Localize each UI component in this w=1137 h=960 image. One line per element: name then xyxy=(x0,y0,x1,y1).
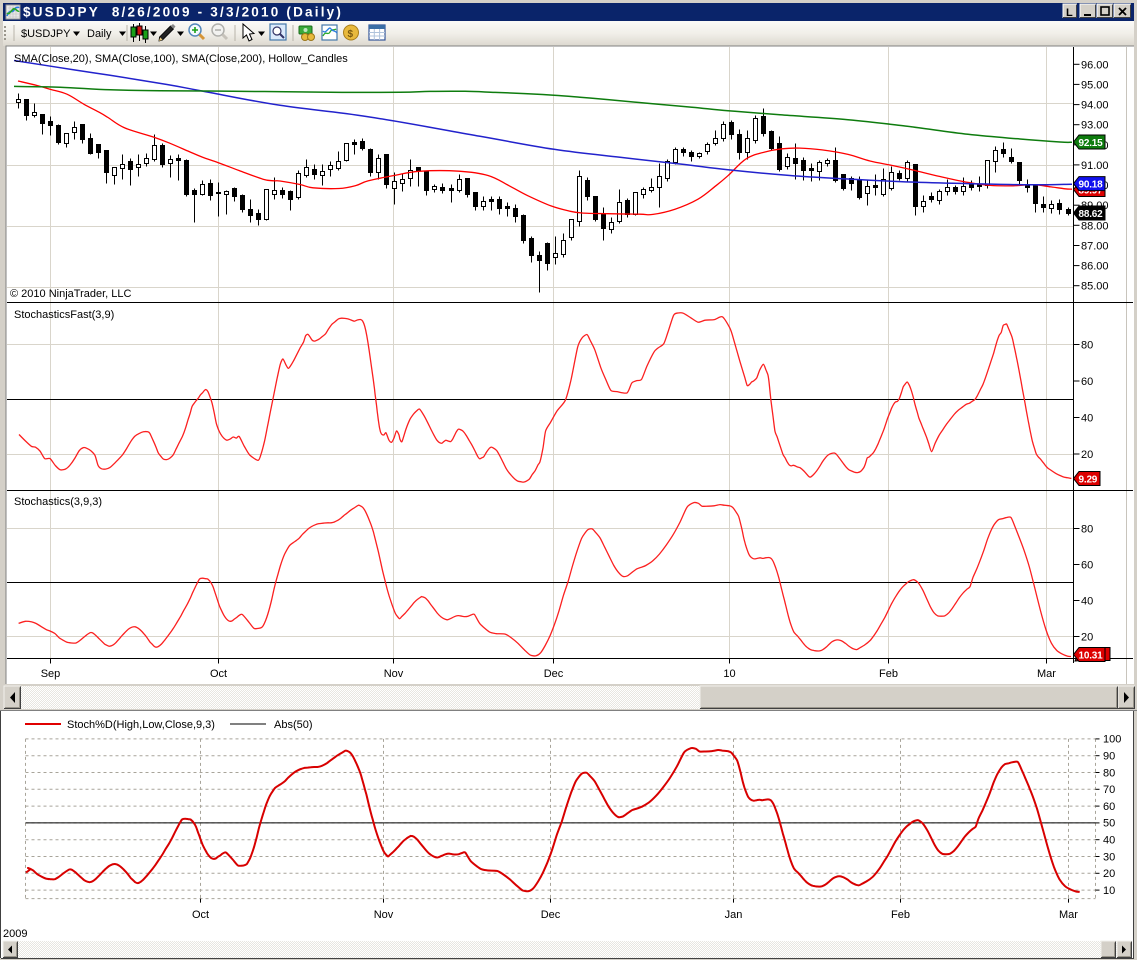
svg-text:30: 30 xyxy=(1103,851,1115,863)
svg-text:70: 70 xyxy=(1103,784,1115,796)
svg-text:95.00: 95.00 xyxy=(1081,79,1109,91)
svg-text:Mar: Mar xyxy=(1059,909,1078,921)
svg-text:2009: 2009 xyxy=(3,928,27,940)
svg-text:90: 90 xyxy=(1103,751,1115,763)
svg-text:Oct: Oct xyxy=(210,668,227,680)
svg-text:Dec: Dec xyxy=(544,668,564,680)
svg-text:80: 80 xyxy=(1081,524,1093,536)
svg-text:80: 80 xyxy=(1081,340,1093,352)
svg-text:20: 20 xyxy=(1103,868,1115,880)
svg-text:Feb: Feb xyxy=(879,668,898,680)
svg-text:$USDJPY: $USDJPY xyxy=(21,28,71,40)
svg-text:96.00: 96.00 xyxy=(1081,59,1109,71)
svg-text:Abs(50): Abs(50) xyxy=(274,719,313,731)
svg-text:10: 10 xyxy=(723,668,735,680)
svg-text:Nov: Nov xyxy=(374,909,394,921)
svg-text:40: 40 xyxy=(1103,835,1115,847)
svg-text:60: 60 xyxy=(1081,560,1093,572)
svg-text:60: 60 xyxy=(1081,376,1093,388)
svg-text:87.00: 87.00 xyxy=(1081,241,1109,253)
svg-text:86.00: 86.00 xyxy=(1081,261,1109,273)
svg-text:85.00: 85.00 xyxy=(1081,281,1109,293)
svg-text:60: 60 xyxy=(1103,801,1115,813)
svg-text:Feb: Feb xyxy=(891,909,910,921)
svg-text:90.18: 90.18 xyxy=(1079,179,1104,190)
svg-text:94.00: 94.00 xyxy=(1081,100,1109,112)
svg-text:Dec: Dec xyxy=(541,909,561,921)
svg-text:SMA(Close,20), SMA(Close,100),: SMA(Close,20), SMA(Close,100), SMA(Close… xyxy=(14,53,348,65)
svg-text:Nov: Nov xyxy=(384,668,404,680)
svg-text:Mar: Mar xyxy=(1037,668,1056,680)
svg-text:Oct: Oct xyxy=(192,909,209,921)
svg-text:$: $ xyxy=(348,29,354,40)
svg-text:50: 50 xyxy=(1103,818,1115,830)
svg-text:88.62: 88.62 xyxy=(1079,209,1104,220)
svg-text:40: 40 xyxy=(1081,413,1093,425)
svg-text:88.00: 88.00 xyxy=(1081,220,1109,232)
svg-text:Jan: Jan xyxy=(725,909,743,921)
svg-text:92.15: 92.15 xyxy=(1079,138,1104,149)
svg-text:9.29: 9.29 xyxy=(1079,474,1098,485)
svg-text:80: 80 xyxy=(1103,767,1115,779)
svg-text:91.00: 91.00 xyxy=(1081,160,1109,172)
svg-text:© 2010 NinjaTrader, LLC: © 2010 NinjaTrader, LLC xyxy=(10,288,131,300)
svg-text:L: L xyxy=(1066,7,1073,19)
svg-text:20: 20 xyxy=(1081,632,1093,644)
svg-text:10: 10 xyxy=(1103,885,1115,897)
svg-text:Sep: Sep xyxy=(41,668,61,680)
svg-text:Stochastics(3,9,3): Stochastics(3,9,3) xyxy=(14,496,102,508)
svg-text:40: 40 xyxy=(1081,596,1093,608)
svg-text:$USDJPY 8/26/2009 - 3/3/2010: $USDJPY 8/26/2009 - 3/3/2010 (Daily) xyxy=(23,5,343,20)
svg-text:100: 100 xyxy=(1103,734,1121,746)
svg-text:10.31: 10.31 xyxy=(1079,650,1104,661)
svg-text:20: 20 xyxy=(1081,449,1093,461)
svg-text:Stoch%D(High,Low,Close,9,3): Stoch%D(High,Low,Close,9,3) xyxy=(67,719,215,731)
svg-text:Daily: Daily xyxy=(87,28,112,40)
svg-text:StochasticsFast(3,9): StochasticsFast(3,9) xyxy=(14,309,114,321)
svg-text:93.00: 93.00 xyxy=(1081,120,1109,132)
